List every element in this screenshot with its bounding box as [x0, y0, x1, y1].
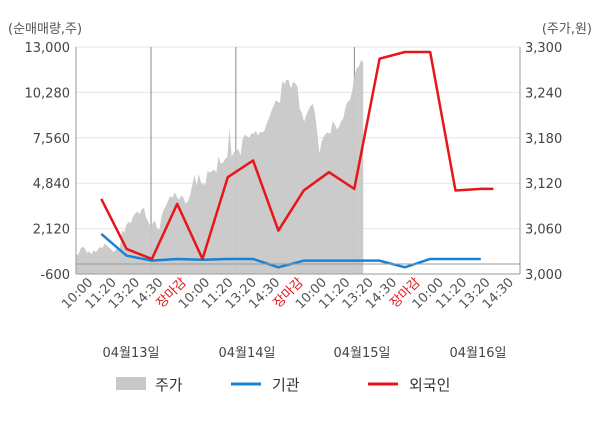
left-tick-label: 7,560 [33, 132, 70, 147]
right-tick-label: 3,180 [525, 132, 562, 147]
right-tick-label: 3,300 [525, 41, 562, 56]
left-tick-label: 2,120 [33, 223, 70, 238]
left-tick-label: 10,280 [25, 86, 71, 101]
right-tick-label: 3,240 [525, 86, 562, 101]
legend-label-price: 주가 [155, 376, 183, 394]
right-axis-unit-label: (주가,원) [542, 22, 592, 37]
left-tick-label: 13,000 [25, 41, 71, 56]
x-axis-ticks: 10:0011:2013:2014:30장마감10:0011:2013:2014… [59, 275, 517, 312]
plot-area [75, 46, 521, 275]
date-label: 04월14일 [218, 346, 275, 361]
date-label: 04월13일 [102, 346, 159, 361]
legend-label-institution: 기관 [272, 376, 300, 394]
left-tick-label: 4,840 [33, 177, 70, 192]
foreign-line-layer [100, 50, 494, 261]
left-axis-unit-label: (순매매량,주) [8, 22, 82, 37]
left-axis-ticks: 13,000 10,280 7,560 4,840 2,120 -600 [25, 41, 71, 283]
right-axis-ticks: 3,300 3,240 3,180 3,120 3,060 3,000 [525, 41, 562, 283]
right-tick-label: 3,120 [525, 177, 562, 192]
right-tick-label: 3,000 [525, 268, 562, 283]
date-labels: 04월13일 04월14일 04월15일 04월16일 [102, 346, 506, 361]
legend-label-foreign: 외국인 [409, 376, 450, 394]
left-tick-label: -600 [40, 268, 70, 283]
date-label: 04월16일 [449, 346, 506, 361]
price-area [76, 59, 364, 274]
legend-swatch-price [116, 377, 146, 390]
foreign-series-line [100, 50, 494, 261]
legend: 주가 기관 외국인 [116, 376, 450, 394]
date-label: 04월15일 [333, 346, 390, 361]
right-tick-label: 3,060 [525, 223, 562, 238]
price-area-layer [76, 59, 364, 274]
